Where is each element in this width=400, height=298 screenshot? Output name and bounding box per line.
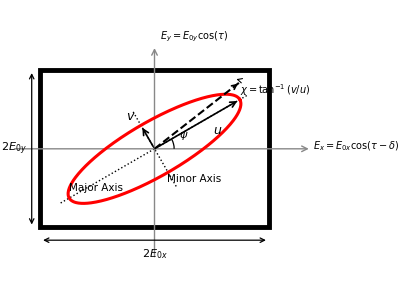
- Text: $E_x = E_{0x}\cos(\tau - \delta)$: $E_x = E_{0x}\cos(\tau - \delta)$: [313, 140, 399, 153]
- Text: $2E_{0y}$: $2E_{0y}$: [1, 141, 27, 157]
- Text: $E_y = E_{0y}\cos(\tau)$: $E_y = E_{0y}\cos(\tau)$: [160, 30, 228, 44]
- Text: $2E_{0x}$: $2E_{0x}$: [142, 247, 167, 261]
- Bar: [40, 70, 269, 227]
- Text: $\chi = \tan^{-1}(v/u)$: $\chi = \tan^{-1}(v/u)$: [238, 79, 310, 98]
- Text: $u$: $u$: [213, 124, 222, 136]
- Text: $\psi$: $\psi$: [180, 131, 189, 142]
- Text: Minor Axis: Minor Axis: [167, 174, 221, 184]
- Text: Major Axis: Major Axis: [69, 183, 123, 193]
- Text: $v$: $v$: [126, 110, 136, 123]
